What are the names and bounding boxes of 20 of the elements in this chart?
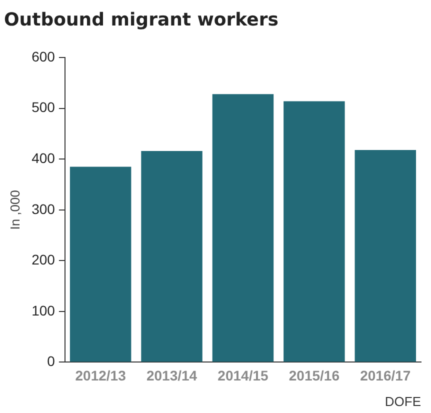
y-tick-label: 600 — [32, 48, 56, 64]
x-tick-label: 2015/16 — [288, 367, 340, 384]
text: DOFE — [384, 394, 422, 410]
y-tick-label: 500 — [32, 99, 56, 116]
y-tick-label: 300 — [32, 200, 56, 217]
bar — [212, 94, 274, 362]
y-tick-label: 0 — [47, 353, 56, 370]
x-tick-label: 2016/17 — [360, 367, 411, 384]
y-axis-title: In ,000 — [7, 190, 22, 230]
bar — [70, 166, 132, 362]
x-tick-label: 2014/15 — [218, 367, 268, 384]
y-tick-label: 200 — [32, 252, 56, 268]
y-tick-label: 400 — [32, 150, 56, 166]
y-tick-label: 100 — [32, 302, 56, 318]
bar — [284, 101, 345, 362]
chart-title: Outbound migrant workers — [4, 9, 278, 30]
bar — [354, 150, 416, 362]
x-tick-label: 2012/13 — [75, 367, 126, 384]
x-tick-label: 2013/14 — [146, 367, 198, 384]
bar — [141, 151, 202, 362]
